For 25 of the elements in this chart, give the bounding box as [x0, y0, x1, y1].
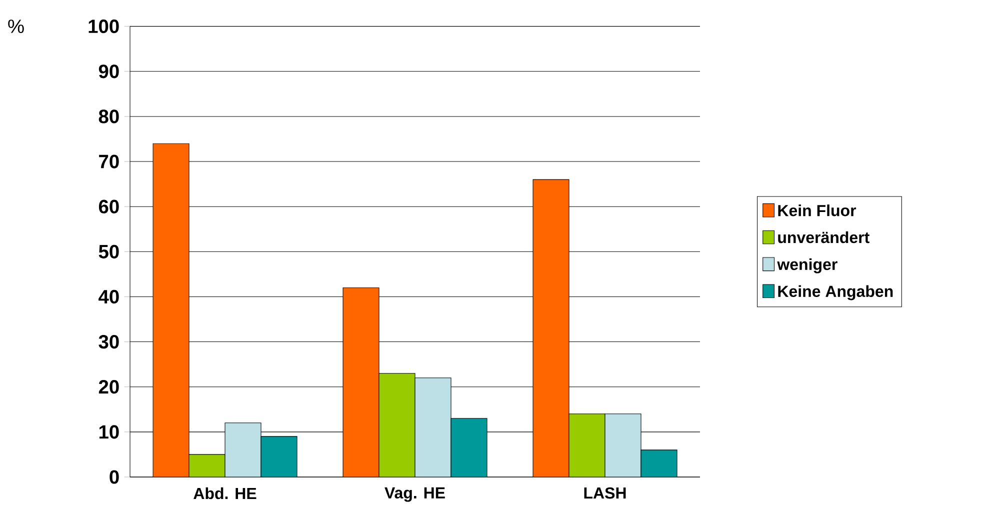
- y-tick-label: 30: [98, 334, 119, 349]
- bar: [224, 422, 262, 477]
- y-tick-label: 80: [98, 110, 119, 124]
- x-tick-label: LASH: [584, 487, 626, 499]
- y-tick-label: 0: [110, 470, 119, 484]
- bar: [604, 414, 642, 477]
- y-tick-label: 60: [98, 200, 119, 214]
- bar: [450, 418, 488, 477]
- x-tick-label: Abd. HE: [194, 487, 256, 500]
- y-tick-label: 40: [98, 290, 119, 304]
- legend-label: weniger: [777, 258, 838, 274]
- y-tick-label: 10: [99, 425, 119, 439]
- bar: [640, 450, 678, 477]
- legend-label: Kein Fluor: [778, 204, 856, 216]
- y-tick-label: 90: [98, 64, 119, 78]
- y-tick-label: 100: [88, 20, 119, 34]
- legend-label: Keine Angaben: [778, 285, 893, 300]
- y-tick-label: 50: [98, 244, 119, 258]
- y-axis-title: %: [8, 20, 24, 34]
- bar: [414, 378, 452, 477]
- y-tick-label: 20: [98, 380, 119, 394]
- x-tick-label: Vag. HE: [384, 487, 445, 502]
- y-tick-label: 70: [99, 154, 119, 168]
- legend-label: unverändert: [778, 231, 870, 244]
- bar: [260, 436, 298, 477]
